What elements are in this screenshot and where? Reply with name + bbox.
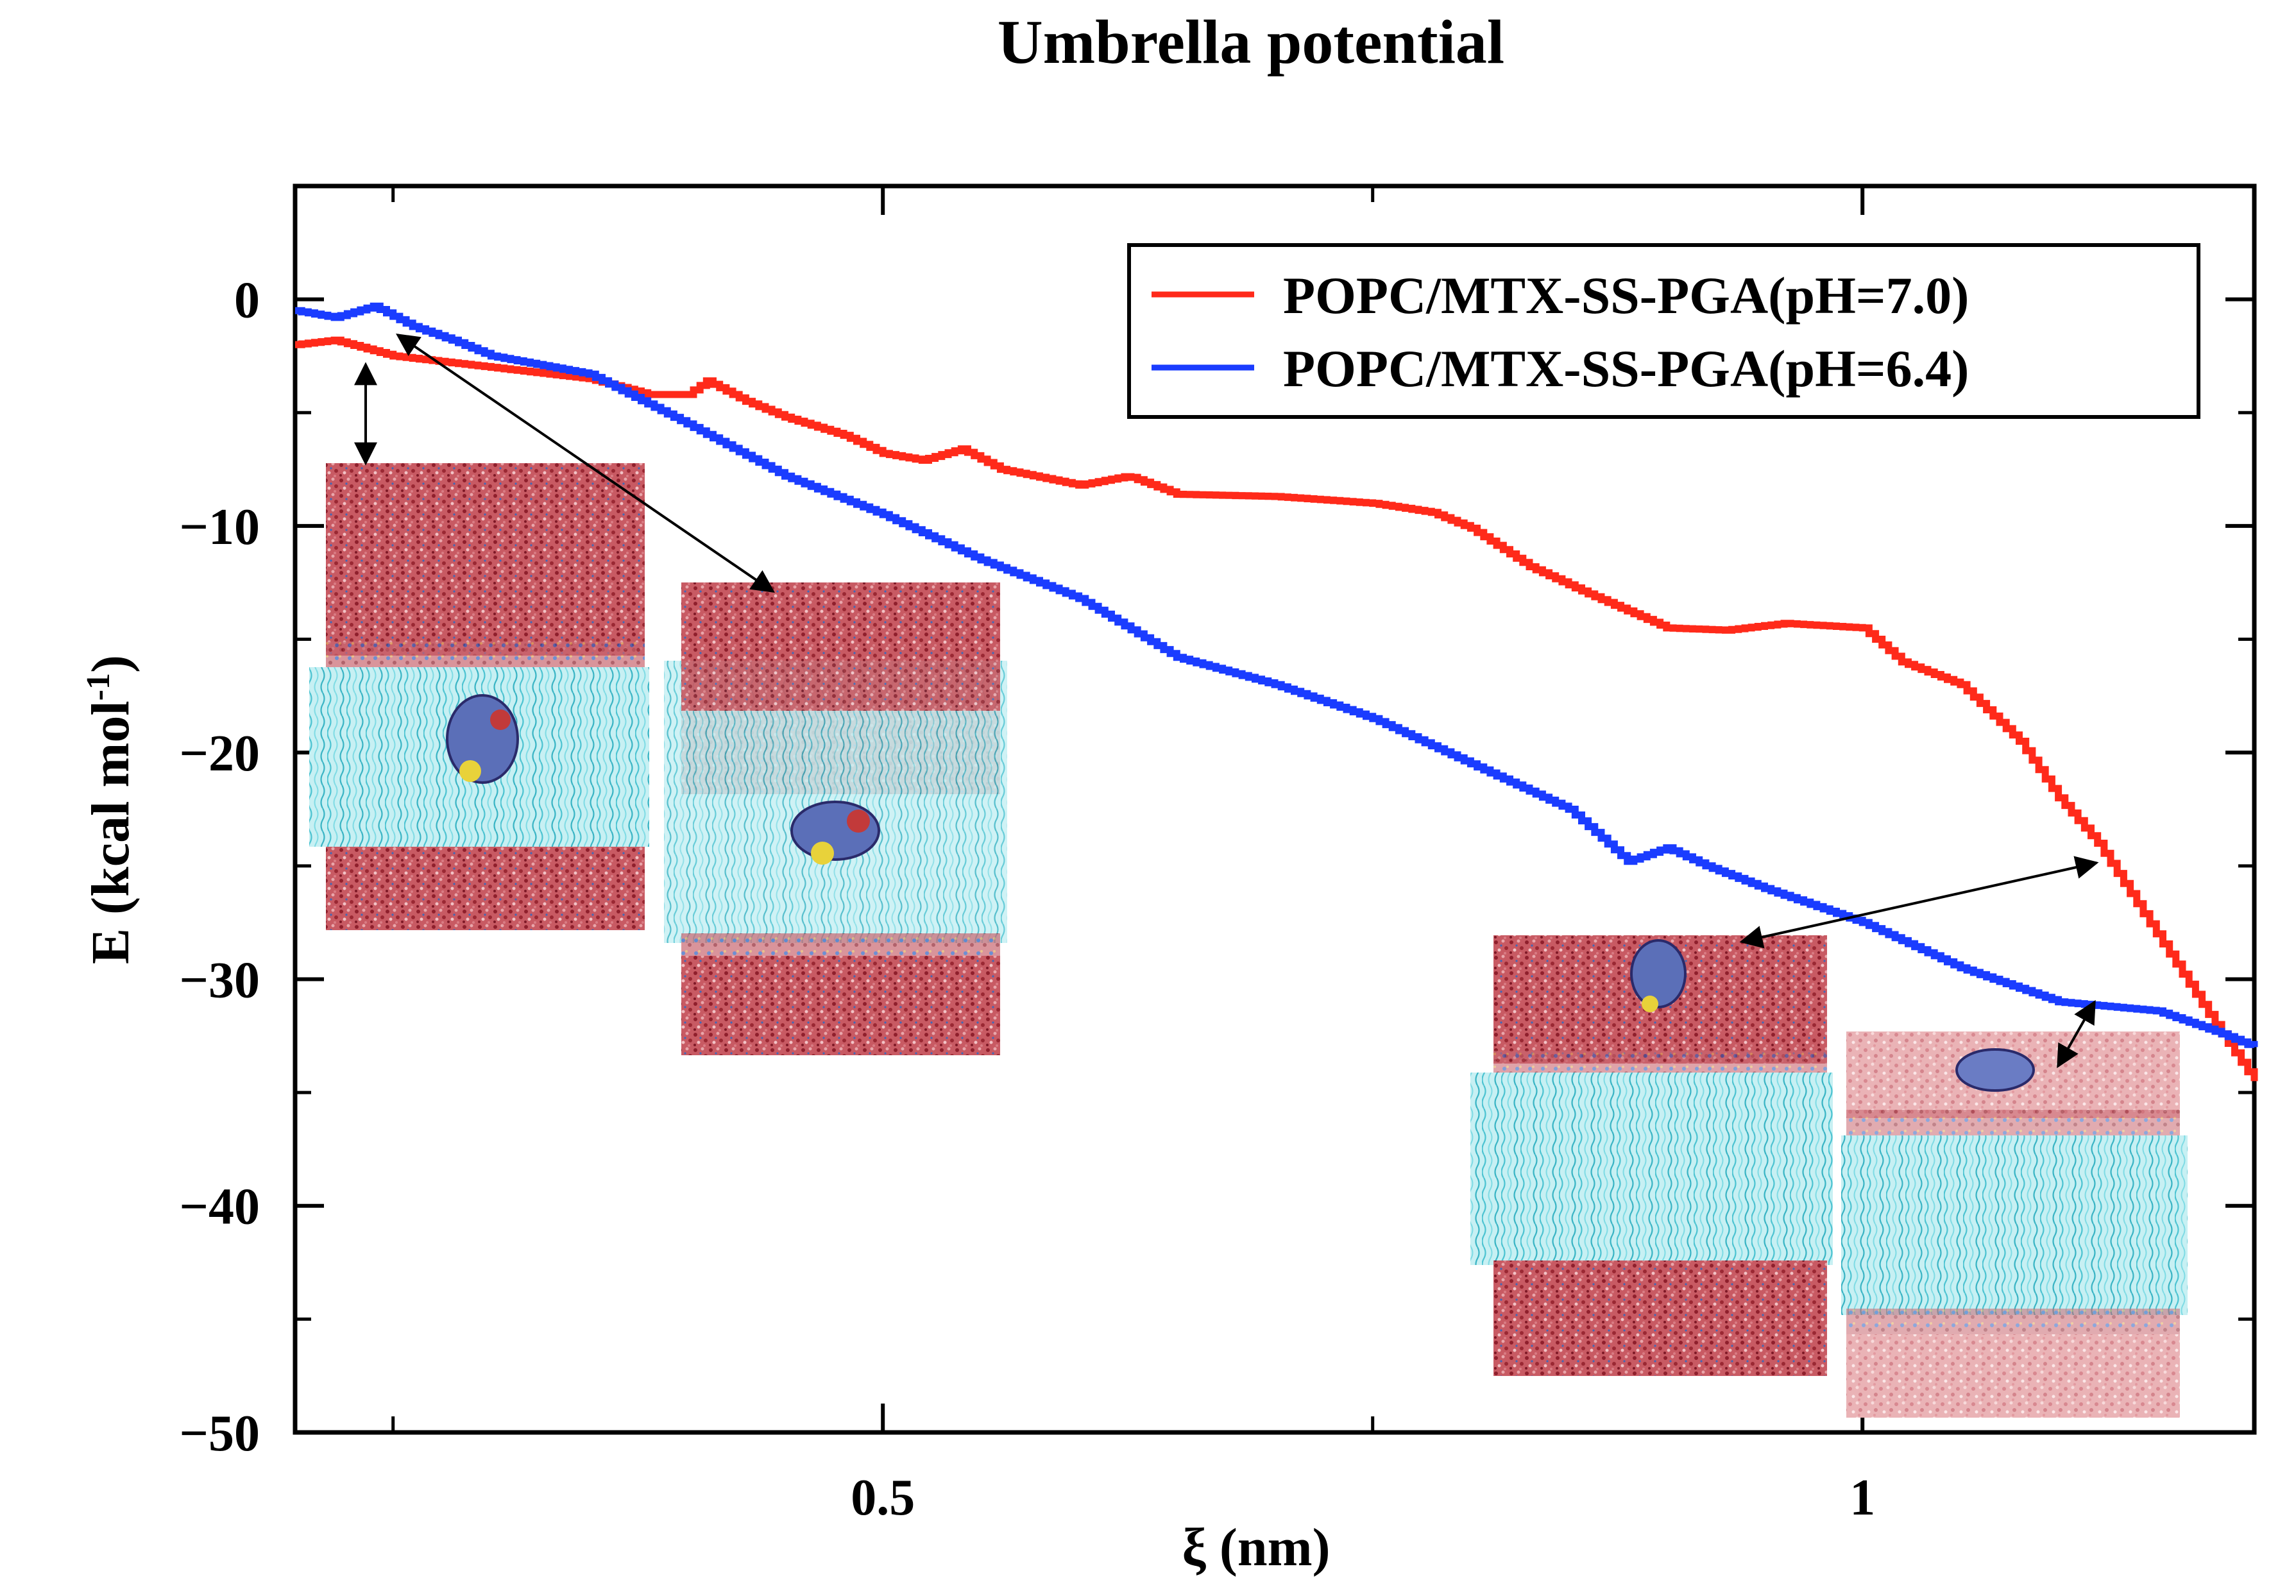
legend-box	[1127, 243, 2200, 419]
snapshot-2-drug-molecule	[790, 801, 880, 861]
x-axis-label: ξ (nm)	[1182, 1518, 1330, 1577]
snapshot-3-drug-molecule	[1630, 939, 1687, 1008]
y-axis-label-main: E (kcal mol	[81, 700, 140, 964]
snapshot-2-drug-highlight	[811, 842, 834, 865]
snapshot-1-drug-highlight	[459, 760, 481, 782]
snapshot-3-lipid-layer	[1470, 1073, 1833, 1265]
legend: POPC/MTX-SS-PGA(pH=7.0) POPC/MTX-SS-PGA(…	[1127, 243, 2200, 419]
y-axis-label-sup: -1	[80, 673, 117, 700]
y-tick-label-5: −50	[179, 1405, 260, 1462]
axis-ticks: 0 −10 −20 −30 −40 −50 0.5 1	[179, 186, 2254, 1526]
snapshot-1-drug-atom	[490, 709, 511, 730]
snapshot-3-bottom-water	[1493, 1261, 1827, 1376]
annotation-arrows	[354, 333, 2099, 1069]
snapshot-4-top-headgroups	[1846, 1110, 2180, 1139]
snapshot-2-upper-water-overlay	[681, 582, 1000, 711]
snapshot-4-lipid-layer	[1841, 1135, 2188, 1315]
snapshot-1	[309, 463, 649, 930]
y-tick-label-3: −30	[179, 952, 260, 1008]
snapshot-insets	[309, 463, 2188, 1418]
x-tick-label-1: 1	[1850, 1470, 1875, 1526]
snapshot-2-bottom-headgroups	[681, 933, 1000, 959]
snapshot-2	[664, 582, 1007, 1055]
snapshot-3	[1470, 935, 1833, 1376]
snapshot-3-drug-highlight	[1642, 996, 1658, 1012]
snapshot-2-bottom-water	[681, 956, 1000, 1055]
snapshot-2-drug-atom	[847, 810, 870, 833]
y-axis-label-close: )	[81, 655, 140, 673]
x-tick-label-0: 0.5	[851, 1470, 915, 1526]
chart-title: Umbrella potential	[998, 8, 1504, 77]
y-tick-label-0: 0	[234, 273, 260, 329]
legend-label-ph70: POPC/MTX-SS-PGA(pH=7.0)	[1283, 266, 1969, 325]
snapshot-1-drug-molecule	[446, 694, 519, 784]
plot-frame	[293, 183, 2257, 1435]
legend-label-ph64: POPC/MTX-SS-PGA(pH=6.4)	[1283, 339, 1969, 398]
arrow-snapshot-2	[396, 333, 775, 593]
snapshot-4-bottom-headgroups	[1846, 1309, 2180, 1337]
snapshot-4-bottom-water	[1846, 1334, 2180, 1418]
y-tick-label-1: −10	[179, 499, 260, 556]
snapshot-1-top-water	[326, 463, 645, 656]
snapshot-4-drug-molecule	[1955, 1048, 2035, 1092]
y-axis-label: E (kcal mol-1)	[80, 655, 140, 964]
y-tick-label-4: −40	[179, 1179, 260, 1235]
snapshot-3-top-headgroups	[1493, 1051, 1827, 1076]
arrow-snapshot-3	[1739, 856, 2099, 949]
snapshot-1-top-headgroups	[326, 641, 645, 667]
y-tick-label-2: −20	[179, 726, 260, 782]
snapshot-1-bottom-water	[326, 847, 645, 930]
arrow-snapshot-4	[2057, 999, 2096, 1069]
snapshot-4	[1841, 1031, 2188, 1418]
